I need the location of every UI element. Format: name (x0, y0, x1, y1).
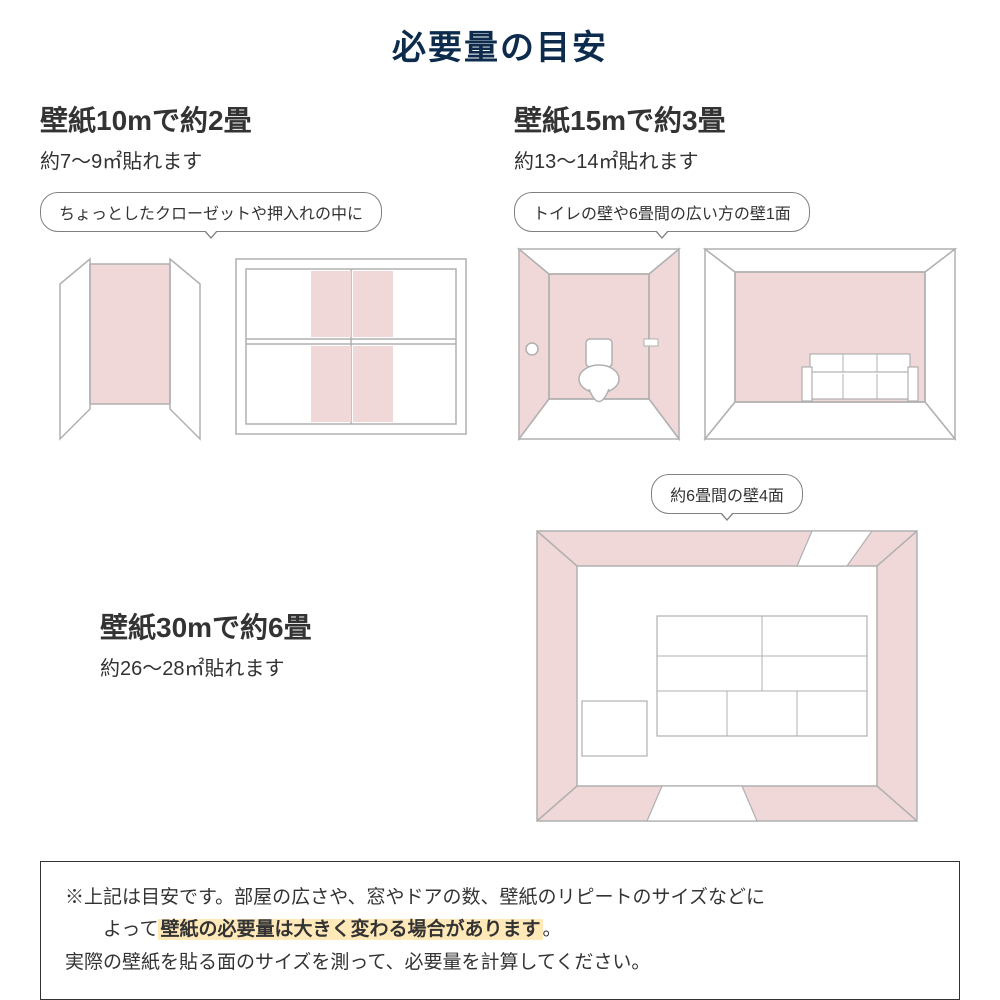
section-30m-sub: 約26～28㎡貼れます (100, 652, 454, 681)
section-30m-illustration-col: 約6畳間の壁4面 (494, 474, 960, 831)
toilet-room-illustration (514, 244, 684, 444)
page-title: 必要量の目安 (40, 20, 960, 69)
disclaimer-line2-post: 。 (543, 919, 562, 940)
section-15m-bubble: トイレの壁や6畳間の広い方の壁1面 (514, 192, 810, 232)
room-topdown-illustration (532, 526, 922, 826)
section-30m-row: 壁紙30mで約6畳 約26～28㎡貼れます 約6畳間の壁4面 (40, 474, 960, 831)
disclaimer-line1: ※上記は目安です。部屋の広さや、窓やドアの数、壁紙のリピートのサイズなどに (65, 882, 935, 914)
disclaimer-box: ※上記は目安です。部屋の広さや、窓やドアの数、壁紙のリピートのサイズなどに よっ… (40, 861, 960, 1000)
section-10m-bubble: ちょっとしたクローゼットや押入れの中に (40, 192, 382, 232)
section-30m-bubble: 約6畳間の壁4面 (651, 474, 803, 514)
closet-open-illustration (40, 244, 210, 444)
disclaimer-line2-pre: よって (103, 919, 158, 940)
disclaimer-line3: 実際の壁紙を貼る面のサイズを測って、必要量を計算してください。 (65, 947, 935, 979)
section-15m-illustrations (514, 244, 960, 444)
section-10m-illustrations (40, 244, 484, 444)
living-room-illustration (700, 244, 960, 444)
closet-sliding-illustration (226, 244, 476, 444)
section-10m-heading: 壁紙10mで約2畳 (40, 99, 484, 139)
section-15m-heading: 壁紙15mで約3畳 (514, 99, 960, 139)
section-10m-sub: 約7～9㎡貼れます (40, 145, 484, 174)
section-30m-heading: 壁紙30mで約6畳 (100, 606, 454, 646)
section-15m: 壁紙15mで約3畳 約13～14㎡貼れます トイレの壁や6畳間の広い方の壁1面 (514, 99, 960, 444)
section-10m: 壁紙10mで約2畳 約7～9㎡貼れます ちょっとしたクローゼットや押入れの中に (40, 99, 484, 444)
disclaimer-highlight: 壁紙の必要量は大きく変わる場合があります (158, 919, 542, 940)
top-sections-row: 壁紙10mで約2畳 約7～9㎡貼れます ちょっとしたクローゼットや押入れの中に (40, 99, 960, 444)
disclaimer-line2: よって壁紙の必要量は大きく変わる場合があります。 (65, 914, 935, 946)
section-30m-text: 壁紙30mで約6畳 約26～28㎡貼れます (40, 606, 454, 699)
section-15m-sub: 約13～14㎡貼れます (514, 145, 960, 174)
